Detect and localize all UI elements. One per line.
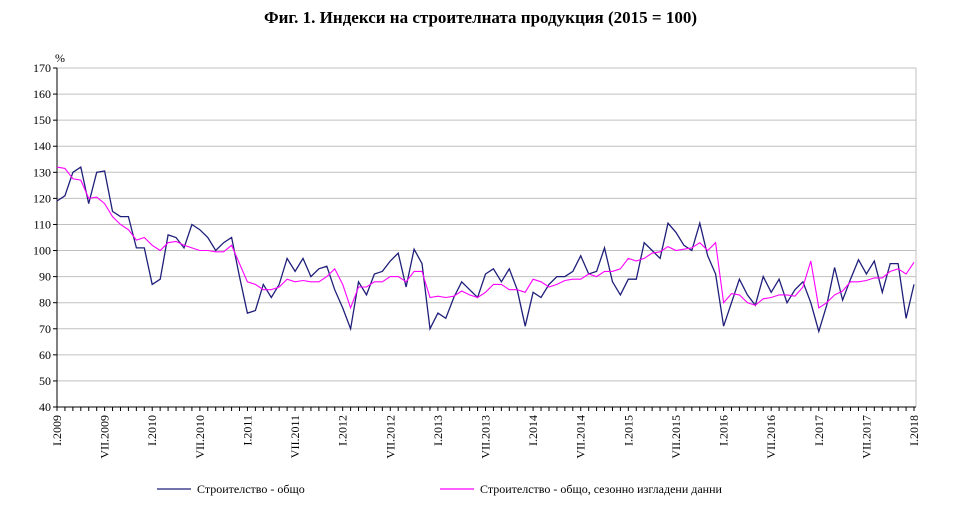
x-tick-label: I.2017: [812, 415, 826, 446]
y-tick-label: 150: [33, 113, 51, 127]
x-tick-label: I.2015: [621, 415, 635, 446]
x-tick-label: VII.2015: [669, 415, 683, 459]
y-tick-label: 100: [33, 244, 51, 258]
y-tick-label: 60: [39, 348, 51, 362]
y-tick-label: 70: [39, 322, 51, 336]
x-tick-label: VII.2013: [479, 415, 493, 459]
x-tick-label: I.2010: [145, 415, 159, 446]
x-axis-ticks: I.2009 VII.2009 I.2010 VII.2010 I.2011 VII.20…: [50, 406, 921, 459]
y-tick-label: 40: [39, 400, 51, 414]
x-tick-label: I.2009: [50, 415, 64, 446]
x-tick-label: VII.2011: [288, 415, 302, 458]
legend-label: Строителство - общо: [197, 482, 305, 496]
x-tick-label: I.2011: [240, 415, 254, 446]
y-tick-label: 140: [33, 139, 51, 153]
x-tick-label: VII.2012: [383, 415, 397, 459]
y-tick-label: 170: [33, 61, 51, 75]
y-tick-label: 50: [39, 374, 51, 388]
x-tick-label: I.2018: [907, 415, 921, 446]
x-tick-label: VII.2009: [98, 415, 112, 459]
y-axis-label: %: [55, 51, 65, 65]
y-tick-label: 130: [33, 165, 51, 179]
y-tick-label: 120: [33, 191, 51, 205]
y-tick-label: 110: [33, 217, 51, 231]
y-tick-label: 80: [39, 296, 51, 310]
x-tick-label: VII.2014: [574, 415, 588, 459]
series-line-seasonally-adjusted: [56, 166, 915, 310]
x-tick-label: I.2014: [526, 415, 540, 446]
series-lines: [56, 166, 915, 334]
x-tick-label: VII.2010: [193, 415, 207, 459]
series-line-total: [56, 166, 915, 334]
x-tick-label: VII.2016: [764, 415, 778, 459]
x-tick-label: I.2013: [431, 415, 445, 446]
y-axis-ticks: 40 50 60 70 80 90 100 110 120 130 140 150 160 170: [33, 61, 58, 414]
chart-title: Фиг. 1. Индекси на строителната продукци…: [263, 8, 698, 27]
y-tick-label: 160: [33, 87, 51, 101]
y-tick-label: 90: [39, 270, 51, 284]
x-tick-label: VII.2017: [859, 415, 873, 459]
legend: Строителство - общо Строителство - общо, …: [157, 482, 723, 496]
legend-label: Строителство - общо, сезонно изгладени д…: [480, 482, 723, 496]
x-tick-label: I.2016: [717, 415, 731, 446]
gridlines: [57, 67, 917, 407]
x-tick-label: I.2012: [336, 415, 350, 446]
